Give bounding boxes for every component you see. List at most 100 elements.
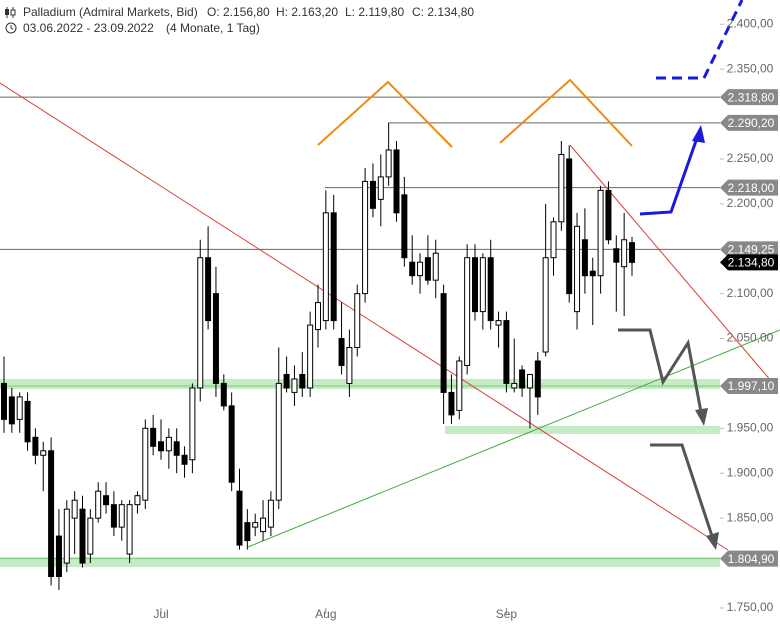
candle-body [629,242,635,263]
candle-body [432,252,439,281]
ohlc-open: O: 2.156,80 [207,5,270,19]
candle-body [55,535,62,578]
up-arrow [639,137,699,216]
ohlc-close: C: 2.134,80 [412,5,474,19]
candle-body [597,189,604,277]
candle-body [566,158,573,295]
candle-body [385,149,392,178]
candle-body [110,504,117,528]
candle-body [464,257,471,366]
candle-body [150,427,157,447]
y-tick-label: 2.250,00 [727,151,774,165]
y-tick-label: 2.400,00 [727,16,774,30]
price-label: 2.149,25 [728,243,775,257]
candle-body [330,212,337,322]
candle-body [307,324,314,389]
candle-body [526,373,533,389]
candle-body [534,360,541,398]
candle-body [205,257,212,322]
candle-body [40,450,47,456]
candle-body [542,257,549,353]
price-label: 1.804,90 [728,552,775,566]
arrow-head [695,408,708,426]
candle-body [369,180,376,209]
price-label-box [720,241,778,258]
candle-body [212,293,219,384]
candle-body [448,391,455,416]
y-tick-label: 2.100,00 [727,286,774,300]
candle-body [267,499,274,528]
candle-body [252,522,259,528]
candle-body [315,302,321,331]
candle-body [472,257,478,313]
price-label-box [720,114,778,131]
candle-body [495,320,502,326]
candle-body [1,382,7,420]
candle-body [346,347,353,384]
date-range: 03.06.2022 - 23.09.2022 [23,21,154,35]
x-tick-label: Sep [496,607,518,621]
double-top [499,78,633,147]
candle-body [63,508,70,564]
y-tick-label: 1.850,00 [727,510,774,524]
annotations [317,0,744,550]
candles [1,123,635,590]
candle-body [291,378,298,393]
y-tick-label: 2.200,00 [727,196,774,210]
price-label-box [720,550,778,567]
candle-body [589,270,596,277]
candle-body [158,441,164,452]
candle-body [228,405,235,483]
candle-body [189,387,196,461]
ohlc-low: L: 2.119,80 [345,5,404,19]
period: (4 Monate, 1 Tag) [166,21,260,35]
candle-body [79,508,86,564]
candle-body [299,373,306,389]
y-tick-label: 2.050,00 [727,331,774,345]
candle-body [613,248,620,263]
candle-body [283,373,290,389]
candle-body [519,369,526,389]
candle-body [118,504,125,528]
ohlc-high: H: 2.163,20 [276,5,338,19]
price-label: 2.134,80 [728,256,775,270]
candle-body [511,382,518,389]
down-arrow [618,328,703,413]
candle-body [275,382,282,501]
candle-body [197,257,204,389]
double-top [317,80,453,148]
instrument-icon [5,7,16,18]
candle-body [393,149,400,214]
candle-body [558,153,565,223]
clock-icon [5,22,17,34]
candle-body [165,436,172,452]
candle-body [417,261,424,277]
trend-line [569,144,773,383]
price-label-box [720,254,778,271]
candle-body [48,450,55,578]
candle-body [581,239,588,277]
instrument-title: Palladium (Admiral Markets, Bid) [23,5,198,19]
candle-body [126,504,133,555]
candle-body [424,257,431,281]
candle-body [621,239,628,268]
down-arrow [650,443,714,537]
candle-body [574,225,581,313]
price-label: 2.290,20 [728,116,775,130]
axis: 2.400,00 2.350,00 2.250,00 2.200,00 2.100,00… [153,16,778,621]
support-zone [0,379,720,389]
candle-body [377,176,384,200]
candle-body [260,517,267,533]
trend-line [0,82,729,551]
target-path [656,0,744,80]
candle-body [95,490,102,519]
candle-body [354,293,361,349]
y-tick-label: 1.750,00 [727,600,774,614]
x-tick-label: Aug [315,607,336,621]
header: Palladium (Admiral Markets, Bid) O: 2.15… [5,5,474,35]
candle-body [322,212,329,322]
support-bands [0,379,720,567]
x-tick-label: Jul [153,607,168,621]
candle-body [24,400,31,443]
